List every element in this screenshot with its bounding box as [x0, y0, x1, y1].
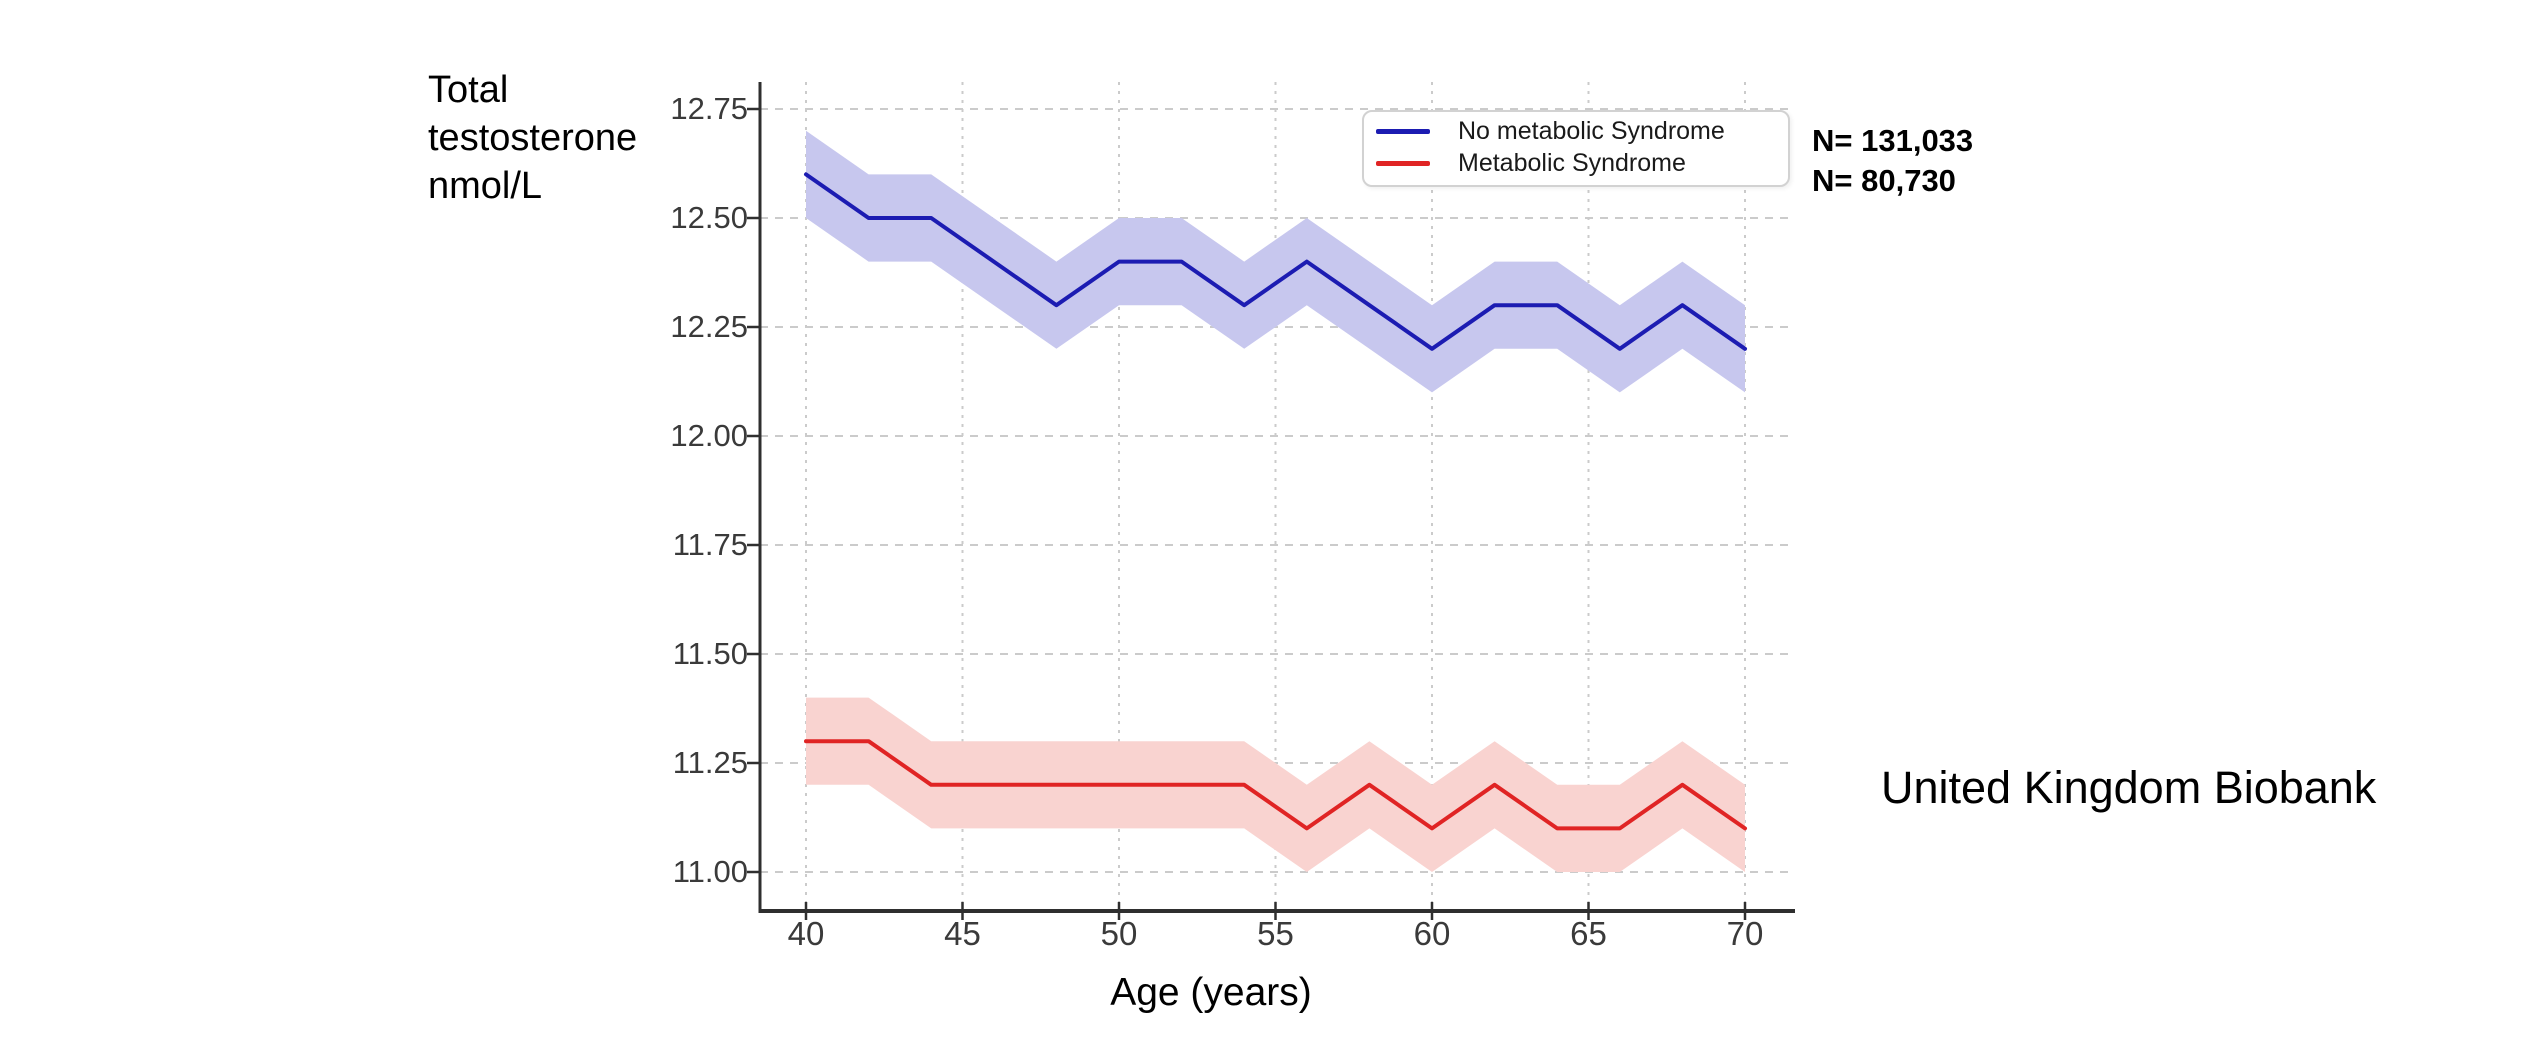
n-count-no-metabolic-syndrome: N= 131,033	[1812, 123, 1974, 158]
sample-size-annotations: N= 131,033 N= 80,730	[1812, 121, 1973, 201]
confidence-band-red	[806, 697, 1745, 872]
axis-spines	[758, 82, 1795, 913]
legend-line-blue-icon	[1376, 129, 1430, 134]
y-tick-label-11.50: 11.50	[672, 636, 748, 671]
confidence-bands	[806, 130, 1745, 872]
y-axis-title-line3: nmol/L	[428, 165, 543, 207]
legend-box: No metabolic Syndrome Metabolic Syndrome	[1362, 110, 1790, 187]
y-axis-title-line1: Total	[428, 69, 509, 111]
y-axis-title-line2: testosterone	[428, 117, 638, 159]
y-tick-label-11.25: 11.25	[672, 745, 748, 780]
cohort-label: United Kingdom Biobank	[1881, 762, 2377, 813]
x-tick-label-65: 65	[1570, 915, 1607, 952]
series-line-red	[804, 739, 1747, 831]
legend-label-metabolic-syndrome: Metabolic Syndrome	[1458, 149, 1686, 177]
x-axis-title: Age (years)	[1110, 971, 1312, 1014]
y-tick-label-11.75: 11.75	[672, 527, 748, 562]
y-tick-label-12.25: 12.25	[670, 309, 748, 344]
series-line-blue	[804, 172, 1747, 351]
legend-item-no-metabolic-syndrome: No metabolic Syndrome	[1364, 117, 1788, 146]
legend-label-no-metabolic-syndrome: No metabolic Syndrome	[1458, 117, 1725, 145]
confidence-band-blue	[806, 130, 1745, 393]
legend-line-red-icon	[1376, 161, 1430, 166]
x-tick-label-70: 70	[1726, 915, 1764, 952]
series-lines	[804, 172, 1747, 831]
x-tick-label-50: 50	[1100, 915, 1138, 952]
y-tick-label-12.75: 12.75	[670, 91, 748, 126]
x-tick-label-55: 55	[1257, 915, 1294, 952]
x-tick-label-40: 40	[787, 915, 825, 952]
x-tick-label-60: 60	[1413, 915, 1451, 952]
y-axis-title: Total testosterone nmol/L	[428, 66, 637, 210]
y-tick-label-12.50: 12.50	[670, 200, 748, 235]
legend-item-metabolic-syndrome: Metabolic Syndrome	[1364, 149, 1788, 178]
y-tick-label-11.00: 11.00	[672, 854, 748, 889]
axis-ticks	[747, 107, 1747, 920]
y-tick-label-12.00: 12.00	[670, 418, 748, 453]
x-tick-label-45: 45	[944, 915, 981, 952]
n-count-metabolic-syndrome: N= 80,730	[1812, 163, 1956, 198]
